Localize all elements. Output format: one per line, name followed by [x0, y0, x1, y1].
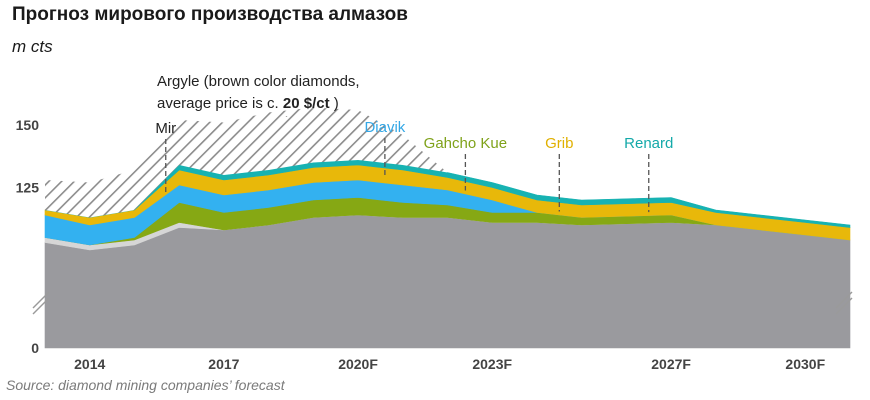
chart-source: Source: diamond mining companies’ foreca…: [6, 377, 285, 393]
areas-layer: [44, 107, 851, 349]
annotation-label-4: Renard: [624, 135, 673, 152]
axis-break-mark-0-1: [32, 297, 50, 315]
y-tick-label-2: 150: [16, 117, 40, 133]
series-area-0: [44, 214, 851, 349]
x-tick-label-4: 2027F: [651, 356, 691, 372]
annotation-label-2: Gahcho Kue: [424, 135, 507, 152]
series-area-6: [45, 107, 850, 225]
argyle-line2-prefix: average price is c.: [157, 95, 283, 112]
y-tick-label-1: 125: [16, 180, 40, 196]
axis-breaks: [32, 291, 853, 315]
argyle-price: 20 $/ct: [282, 95, 330, 112]
chart-title: Прогноз мирового производства алмазов: [12, 4, 408, 25]
y-tick-label-0: 0: [31, 340, 39, 356]
axis-break-mark-1-1: [835, 297, 853, 315]
chart-unit: m cts: [12, 37, 53, 56]
annotation-label-0: Mir: [155, 120, 176, 137]
annotation-labels: Mir Diavik Gahcho Kue Grib Renard: [155, 119, 673, 152]
x-tick-label-1: 2017: [208, 356, 239, 372]
x-tick-label-3: 2023F: [472, 356, 512, 372]
x-axis-ticks: 2014 2017 2020F 2023F 2027F 2030F: [74, 356, 825, 372]
x-tick-label-2: 2020F: [338, 356, 378, 372]
argyle-line2-suffix: ): [329, 95, 339, 112]
argyle-line2: average price is c. 20 $/ct ): [157, 93, 360, 115]
axis-break-mark-1-0: [835, 291, 853, 309]
y-axis-ticks: 0 125 150: [16, 117, 40, 356]
annotation-label-3: Grib: [545, 135, 573, 152]
annotation-label-1: Diavik: [364, 119, 405, 136]
axis-break-mark-0-0: [32, 291, 50, 309]
annotation-lines: [165, 116, 650, 213]
x-tick-label-5: 2030F: [785, 356, 825, 372]
argyle-line1: Argyle (brown color diamonds,: [157, 73, 360, 90]
x-tick-label-0: 2014: [74, 356, 105, 372]
argyle-annotation: Argyle (brown color diamonds, average pr…: [157, 71, 360, 115]
